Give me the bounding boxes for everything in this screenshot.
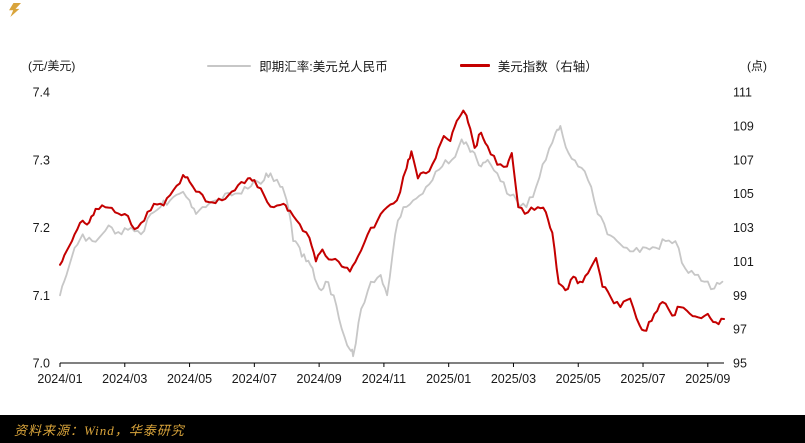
legend-item-usdcny: 即期汇率:美元兑人民币 bbox=[207, 56, 388, 75]
legend-item-dxy: 美元指数（右轴） bbox=[459, 56, 598, 75]
series-line-usdcny bbox=[59, 125, 724, 358]
legend: 即期汇率:美元兑人民币 美元指数（右轴） bbox=[0, 56, 805, 75]
left-axis-label: 7.1 bbox=[33, 289, 50, 303]
x-axis-label: 2024/05 bbox=[167, 372, 212, 386]
footer-bar: 资料来源：Wind，华泰研究 bbox=[0, 415, 805, 443]
legend-label-usdcny: 即期汇率:美元兑人民币 bbox=[259, 60, 388, 74]
x-axis-label: 2025/01 bbox=[426, 372, 471, 386]
legend-line-gray-icon bbox=[207, 64, 252, 67]
right-axis-label: 111 bbox=[733, 86, 752, 100]
right-axis-unit: (点) bbox=[747, 59, 767, 73]
right-axis-label: 105 bbox=[733, 187, 754, 201]
source-note: 资料来源：Wind，华泰研究 bbox=[14, 422, 185, 438]
right-axis-label: 95 bbox=[733, 357, 747, 371]
right-axis-label: 103 bbox=[733, 221, 754, 235]
legend-line-red-icon bbox=[459, 64, 490, 67]
x-axis-label: 2025/09 bbox=[685, 372, 730, 386]
chart-svg: 2024/01 2024/03 2024/05 2024/07 2024/09 2024/… bbox=[33, 86, 754, 387]
x-axis-label: 2024/07 bbox=[232, 372, 277, 386]
legend-label-dxy: 美元指数（右轴） bbox=[497, 60, 598, 74]
left-axis-label: 7.2 bbox=[33, 221, 50, 235]
x-axis-label: 2025/05 bbox=[556, 372, 601, 386]
right-axis-label: 107 bbox=[733, 153, 754, 167]
x-axis-label: 2025/03 bbox=[491, 372, 536, 386]
left-axis-label: 7.0 bbox=[33, 357, 50, 371]
x-axis-label: 2024/01 bbox=[37, 372, 82, 386]
x-axis-label: 2024/11 bbox=[362, 372, 406, 386]
right-axis-label: 109 bbox=[733, 119, 754, 133]
brand-corner-mark-icon bbox=[9, 3, 21, 17]
right-axis-label: 99 bbox=[733, 289, 747, 303]
x-axis-label: 2024/09 bbox=[297, 372, 342, 386]
right-axis-label: 97 bbox=[733, 323, 747, 337]
left-axis-unit: (元/美元) bbox=[28, 59, 76, 73]
series-line-dxy bbox=[59, 109, 725, 332]
left-axis-label: 7.4 bbox=[33, 86, 50, 100]
right-axis-label: 101 bbox=[733, 255, 754, 269]
x-axis-label: 2025/07 bbox=[620, 372, 665, 386]
x-axis-label: 2024/03 bbox=[102, 372, 147, 386]
left-axis-label: 7.3 bbox=[33, 153, 50, 167]
